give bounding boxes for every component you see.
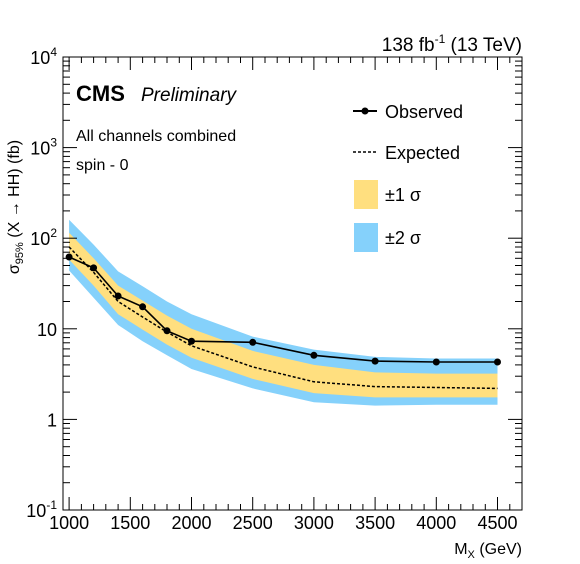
experiment-label: CMS [76,81,125,106]
band-2-sigma [69,219,498,406]
observed-point [310,351,318,359]
legend-expected-label: Expected [385,143,460,163]
band-1-sigma [69,232,498,398]
observed-point [65,253,73,261]
limit-lines [65,246,501,390]
axis-labels: 1000 1500 2000 2500 3000 3500 4000 4500 10-1 1 10 1… [26,45,517,533]
legend-band1-swatch [354,180,378,209]
observed-point [188,337,195,345]
lumi-label: 138 fb-1 (13 TeV) [382,32,522,56]
x-tick-label: 1000 [49,513,89,533]
legend-observed-marker [361,107,369,115]
y-tick-label: 10-1 [26,498,57,521]
legend-observed-label: Observed [385,102,463,122]
axis-ticks [63,56,523,511]
x-axis-label: MX (GeV) [454,541,522,561]
expected-line [68,246,498,390]
plot-frame [62,56,523,511]
y-tick-label: 104 [30,45,57,68]
x-tick-label: 3000 [294,513,334,533]
x-tick-label: 4000 [416,513,456,533]
x-tick-label: 3500 [355,513,395,533]
legend-band2-swatch [354,223,378,252]
observed-point [432,358,440,366]
x-tick-label: 2000 [171,513,211,533]
legend-band2-label: ±2 σ [385,228,421,248]
observed-point [139,303,147,311]
annotation-line-1: All channels combined [76,128,236,145]
annotation-line-2: spin - 0 [76,157,129,174]
legend: Observed Expected ±1 σ ±2 σ [353,102,463,252]
x-tick-label: 4500 [477,513,517,533]
observed-point [371,357,379,365]
legend-band1-label: ±1 σ [385,185,421,205]
observed-point [90,264,98,272]
status-label: Preliminary [141,85,238,106]
observed-point [249,338,257,346]
y-tick-label: 10 [37,320,57,340]
observed-point [114,292,122,300]
y-tick-label: 1 [47,410,57,430]
y-axis-label: σ95% (X → HH) (fb) [6,140,26,274]
observed-point [494,358,501,366]
observed-point [163,327,171,335]
y-tick-label: 103 [30,136,57,159]
x-tick-label: 1500 [110,513,150,533]
y-tick-label: 102 [30,226,57,249]
x-tick-label: 2500 [233,513,273,533]
expected-bands [69,219,498,406]
